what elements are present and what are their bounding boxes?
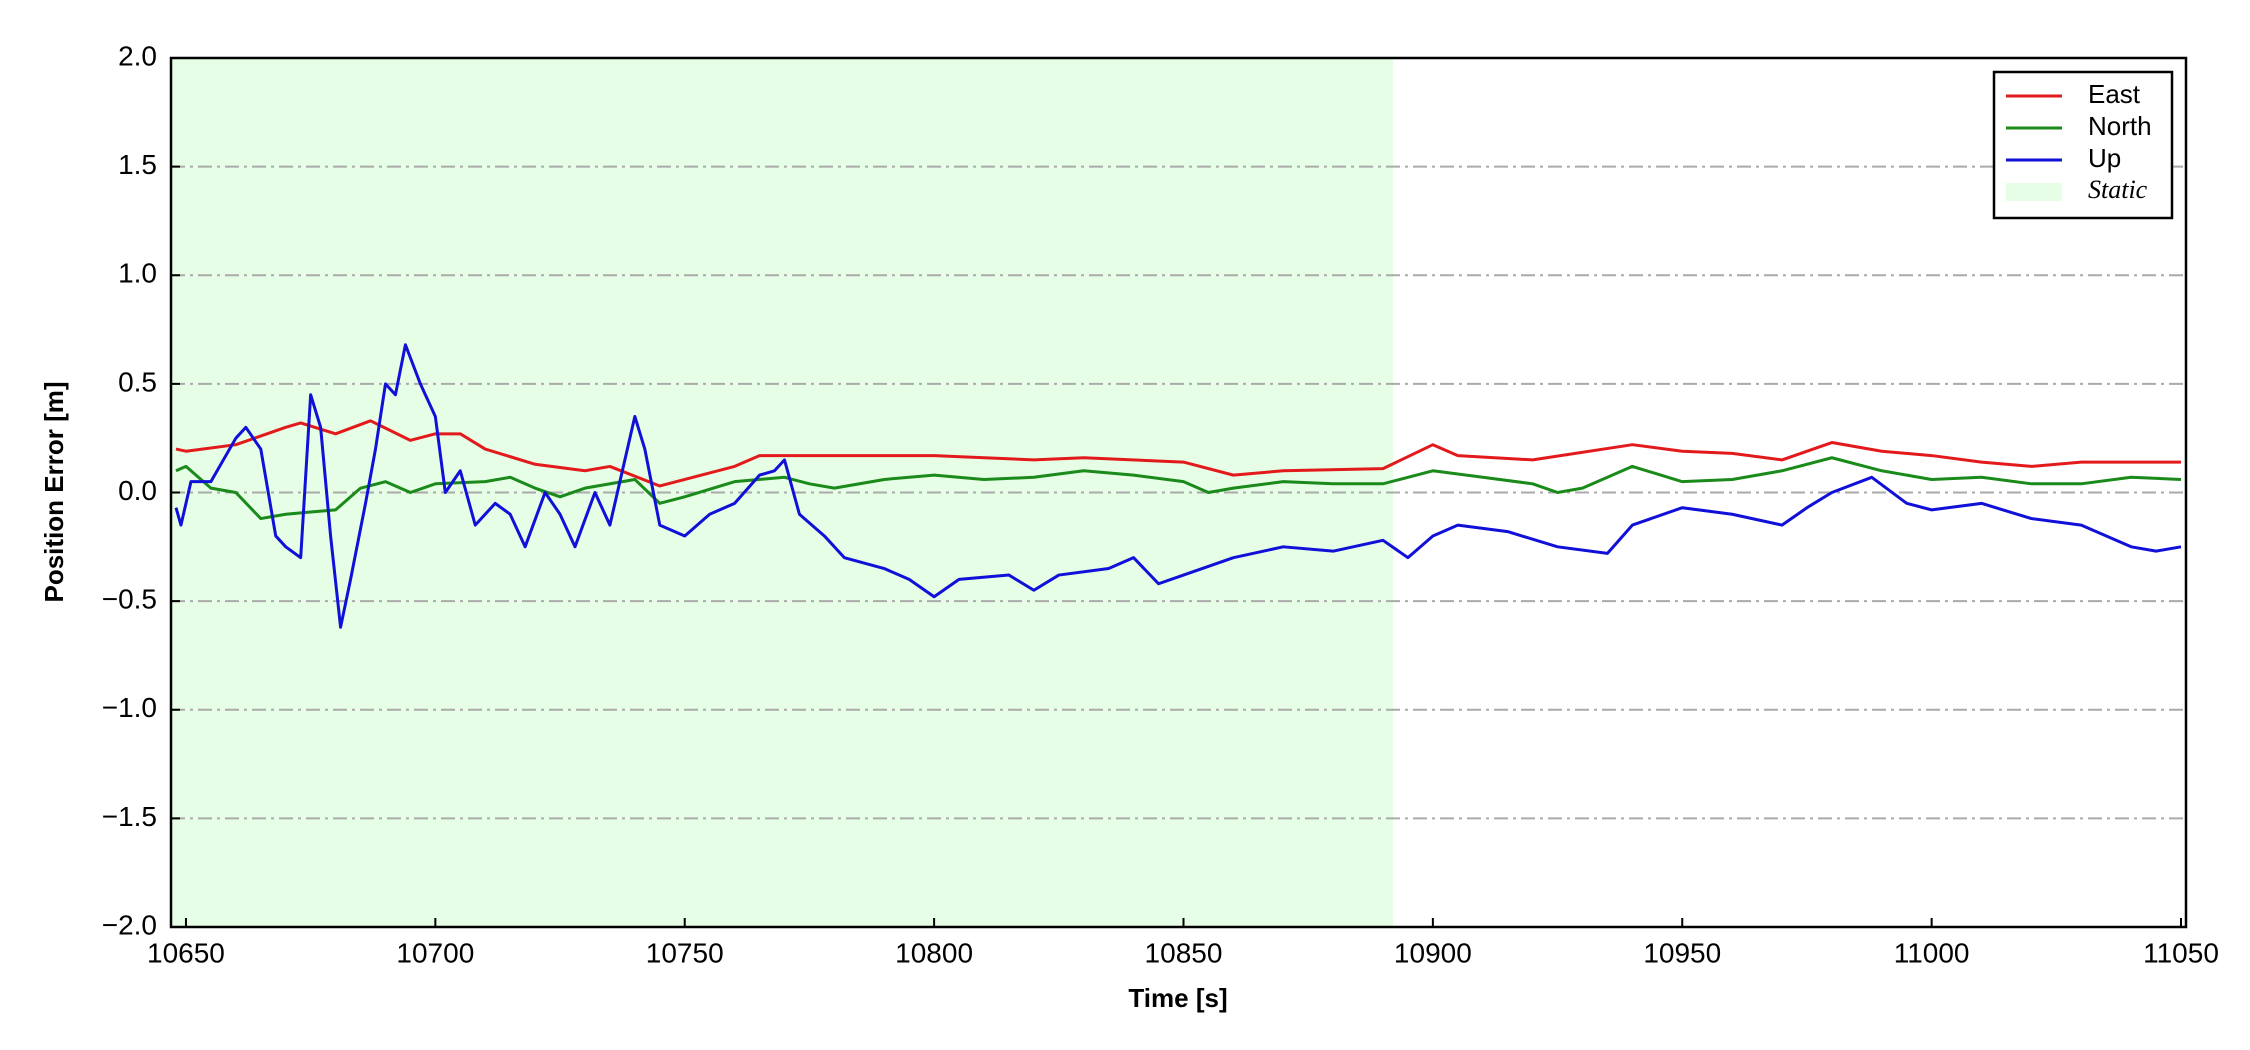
y-tick-label: −2.0 [102, 909, 157, 940]
x-axis-label: Time [s] [1128, 983, 1227, 1013]
series-line [175, 456, 2182, 521]
y-tick-label: −1.0 [102, 692, 157, 723]
y-tick-label: −1.5 [102, 801, 157, 832]
legend-label: North [2088, 111, 2152, 141]
legend-label: Static [2088, 175, 2148, 204]
x-tick-label: 11000 [1894, 937, 1970, 968]
y-tick-label: 0.0 [118, 475, 157, 506]
y-tick-label: 1.0 [118, 258, 157, 289]
x-tick-label: 11050 [2143, 937, 2219, 968]
x-tick-label: 10700 [396, 937, 474, 968]
y-tick-label: 2.0 [118, 40, 157, 71]
x-tick-label: 10950 [1643, 937, 1721, 968]
x-tick-label: 10800 [895, 937, 973, 968]
x-tick-label: 10850 [1145, 937, 1223, 968]
y-tick-label: −0.5 [102, 584, 157, 615]
x-tick-label: 10750 [646, 937, 724, 968]
series-line [174, 343, 2182, 629]
legend-label: Up [2088, 143, 2121, 173]
x-tick-label: 10650 [147, 937, 225, 968]
legend-swatch [2006, 183, 2062, 201]
legend-label: East [2088, 79, 2141, 109]
y-axis-label: Position Error [m] [39, 381, 69, 602]
plot-frame [169, 56, 2188, 929]
series-line [175, 419, 2182, 488]
y-tick-label: 1.5 [118, 149, 157, 180]
x-tick-label: 10900 [1394, 937, 1472, 968]
y-tick-label: 0.5 [118, 366, 157, 397]
